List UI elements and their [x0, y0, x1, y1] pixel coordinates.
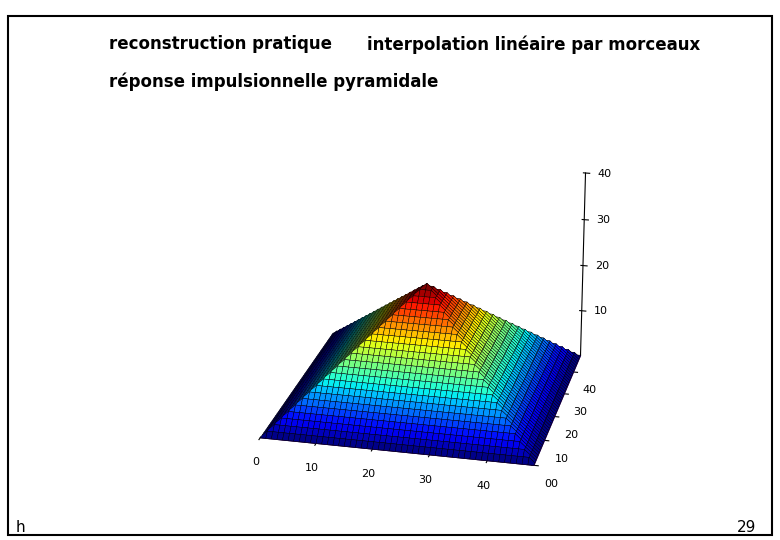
Text: h: h: [16, 519, 25, 535]
Text: réponse impulsionnelle pyramidale: réponse impulsionnelle pyramidale: [109, 73, 438, 91]
Text: 29: 29: [737, 519, 757, 535]
Text: reconstruction pratique: reconstruction pratique: [109, 35, 332, 53]
Text: interpolation linéaire par morceaux: interpolation linéaire par morceaux: [367, 35, 700, 53]
